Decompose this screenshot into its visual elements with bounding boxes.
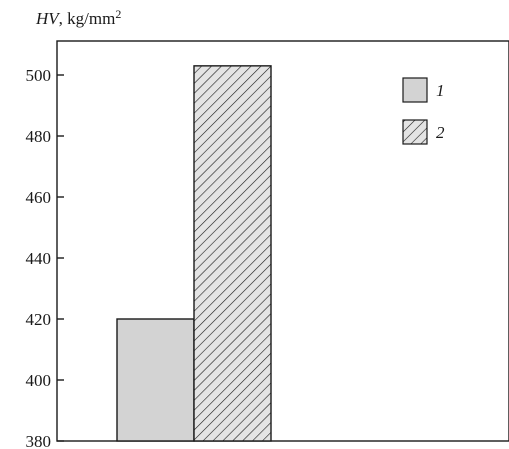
y-tick-label: 440 xyxy=(26,249,52,268)
y-tick-label: 400 xyxy=(26,371,52,390)
y-axis-quantity: HV xyxy=(35,9,61,28)
legend-swatch-1 xyxy=(402,77,428,103)
y-tick-label: 420 xyxy=(26,310,52,329)
y-axis-label: HV, kg/mm2 xyxy=(35,7,121,28)
y-tick-label: 460 xyxy=(26,188,52,207)
y-tick-label: 480 xyxy=(26,127,52,146)
plot-frame xyxy=(56,40,509,442)
bar-series-2 xyxy=(193,65,272,442)
y-axis-ticks: 380 400 420 440 460 480 500 xyxy=(26,66,64,449)
y-axis-unit-exponent: 2 xyxy=(115,7,121,21)
legend-label-2: 2 xyxy=(436,123,445,142)
y-axis-unit: , kg/mm xyxy=(59,9,116,28)
legend-label-1: 1 xyxy=(436,81,445,100)
bars xyxy=(116,65,272,442)
legend: 12 xyxy=(402,77,445,145)
y-tick-label: 500 xyxy=(26,66,52,85)
y-tick-label: 380 xyxy=(26,432,52,449)
legend-swatch-2 xyxy=(402,119,428,145)
bar-series-1 xyxy=(116,318,195,442)
